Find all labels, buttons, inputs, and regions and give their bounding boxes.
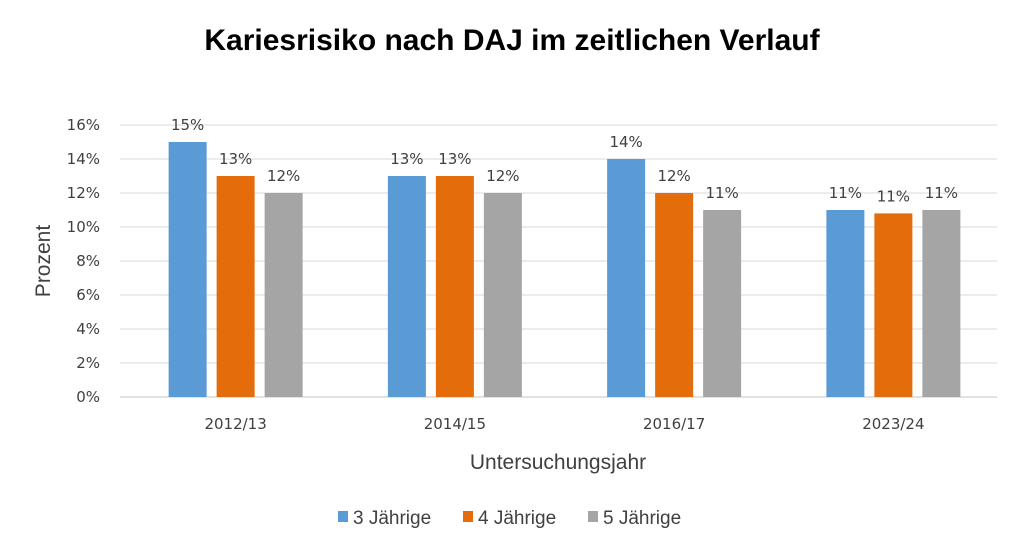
bar (703, 210, 742, 397)
bar (483, 193, 522, 397)
x-tick-label: 2023/24 (862, 415, 924, 433)
y-tick-label: 6% (76, 286, 100, 304)
data-label: 12% (267, 167, 300, 185)
y-axis-ticks: 0% 2% 4% 6% 8% 10% 12% 14% 16% (67, 116, 100, 406)
y-tick-label: 2% (76, 354, 100, 372)
legend-label: 5 Jährige (603, 508, 681, 529)
data-label: 13% (390, 150, 423, 168)
y-axis-label: Prozent (32, 225, 55, 298)
x-tick-label: 2012/13 (204, 415, 266, 433)
legend-label: 4 Jährige (478, 508, 556, 529)
y-tick-label: 14% (67, 150, 100, 168)
y-tick-label: 4% (76, 320, 100, 338)
data-labels: 15% 13% 12% 13% 13% 12% 14% 12% 11% 11% 11% 11% (171, 116, 958, 205)
y-tick-label: 16% (67, 116, 100, 134)
bar (922, 210, 961, 397)
data-label: 15% (171, 116, 204, 134)
x-tick-label: 2016/17 (643, 415, 705, 433)
y-tick-label: 0% (76, 388, 100, 406)
y-tick-label: 10% (67, 218, 100, 236)
data-label: 11% (877, 187, 910, 205)
data-label: 12% (486, 167, 519, 185)
legend-swatch (463, 511, 473, 522)
data-label: 13% (438, 150, 471, 168)
data-label: 11% (925, 184, 958, 202)
bar (435, 176, 474, 397)
data-label: 11% (829, 184, 862, 202)
bar (264, 193, 303, 397)
y-tick-label: 12% (67, 184, 100, 202)
legend-label: 3 Jährige (353, 508, 431, 529)
bar (655, 193, 694, 397)
data-label: 14% (609, 133, 642, 151)
bar (387, 176, 426, 397)
chart-title: Kariesrisiko nach DAJ im zeitlichen Verl… (204, 24, 820, 57)
bars (168, 142, 961, 397)
legend-swatch (338, 511, 348, 522)
legend: 3 Jährige 4 Jährige 5 Jährige (338, 508, 681, 529)
bar (607, 159, 646, 397)
bar (168, 142, 207, 397)
data-label: 12% (657, 167, 690, 185)
bar (216, 176, 255, 397)
y-tick-label: 8% (76, 252, 100, 270)
x-axis-label: Untersuchungsjahr (470, 451, 646, 474)
legend-swatch (588, 511, 598, 522)
data-label: 13% (219, 150, 252, 168)
data-label: 11% (705, 184, 738, 202)
bar (826, 210, 865, 397)
bar (874, 213, 913, 397)
x-axis-ticks: 2012/13 2014/15 2016/17 2023/24 (204, 415, 924, 433)
x-tick-label: 2014/15 (424, 415, 486, 433)
